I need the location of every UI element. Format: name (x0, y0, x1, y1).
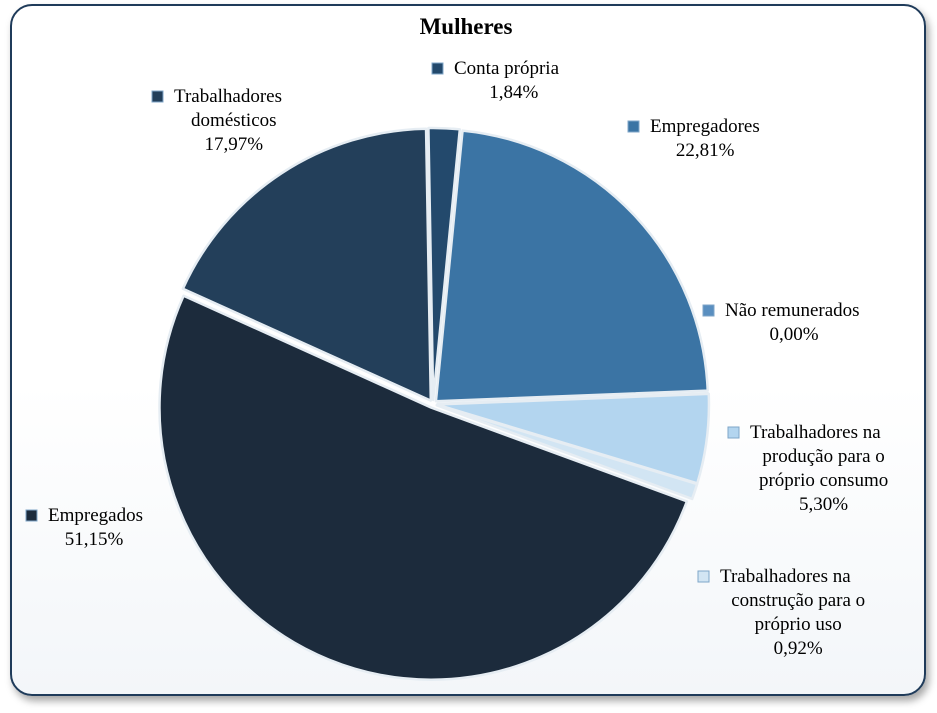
slice-label-text: Trabalhadores na produção para o próprio c… (750, 422, 888, 515)
slice-label-6: Empregados 51,15% (25, 505, 143, 550)
slice-label-2: Empregadores 22,81% (627, 116, 760, 161)
legend-key-7 (151, 90, 164, 103)
slice-value-label: 0,92% (774, 638, 823, 659)
slice-label-text: Trabalhadores domésticos 17,97% (174, 86, 282, 155)
legend-key-2 (627, 120, 640, 133)
pie-slice-7 (181, 127, 433, 402)
legend-key-6 (25, 509, 38, 522)
slice-label-4: Trabalhadores na produção para o próprio c… (727, 422, 888, 515)
pie-slice-1 (427, 126, 462, 402)
slice-value-label: 17,97% (205, 134, 264, 155)
slice-label-3: Não remunerados 0,00% (702, 300, 860, 345)
slice-label-1: Conta própria 1,84% (431, 58, 560, 103)
slice-label-5: Trabalhadores na construção para o próprio… (697, 566, 865, 659)
slice-value-label: 22,81% (676, 140, 735, 161)
slice-label-7: Trabalhadores domésticos 17,97% (151, 86, 282, 155)
slice-value-label: 1,84% (489, 82, 538, 103)
pie-slice-5 (435, 404, 699, 501)
pie-slice-6 (158, 294, 689, 681)
slice-value-label: 51,15% (65, 529, 124, 550)
slice-label-text: Empregados 51,15% (48, 505, 143, 550)
slice-label-text: Não remunerados 0,00% (725, 300, 860, 345)
slice-label-text: Conta própria 1,84% (454, 58, 560, 103)
legend-key-5 (697, 570, 710, 583)
legend-key-4 (727, 426, 740, 439)
slice-value-label: 0,00% (769, 324, 818, 345)
slice-value-label: 5,30% (799, 494, 848, 515)
chart-title: Mulheres (420, 14, 513, 39)
legend-key-1 (431, 62, 444, 75)
pie-slice-2 (434, 129, 709, 403)
slice-label-text: Empregadores 22,81% (650, 116, 760, 161)
slice-label-text: Trabalhadores na construção para o próprio… (720, 566, 865, 659)
legend-key-3 (702, 304, 715, 317)
